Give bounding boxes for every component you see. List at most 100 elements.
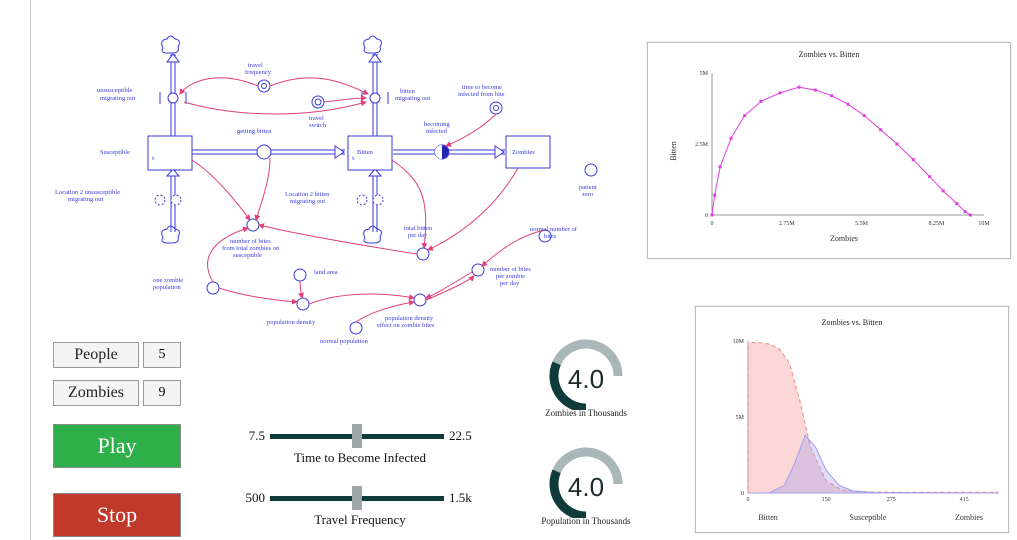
svg-text:migrating out: migrating out bbox=[290, 198, 325, 205]
category-label-susceptible: Susceptible bbox=[850, 513, 887, 522]
svg-text:land area: land area bbox=[314, 269, 338, 276]
people-label: People bbox=[53, 342, 139, 368]
svg-text:number of bites: number of bites bbox=[490, 266, 531, 273]
gauge-caption: Population in Thousands bbox=[541, 516, 631, 526]
svg-text:becoming: becoming bbox=[424, 121, 450, 128]
susceptible-stock bbox=[147, 135, 193, 171]
svg-text:travel: travel bbox=[248, 62, 263, 69]
x-tick-label: 8.25M bbox=[928, 221, 945, 227]
data-point bbox=[743, 114, 747, 118]
svg-text:population density: population density bbox=[267, 319, 316, 326]
slider-thumb[interactable] bbox=[352, 424, 362, 448]
data-point bbox=[710, 213, 714, 217]
svg-text:per day: per day bbox=[500, 280, 520, 287]
x-tick-label: 10M bbox=[978, 221, 990, 227]
svg-text:time to become: time to become bbox=[462, 84, 502, 91]
svg-text:getting bitten: getting bitten bbox=[237, 128, 272, 135]
label-zombies: Zombies bbox=[512, 149, 535, 156]
y-tick-label: 0 bbox=[705, 213, 708, 219]
data-point bbox=[895, 142, 899, 146]
gauge-fill bbox=[549, 361, 587, 413]
chart-title: Zombies vs. Bitten bbox=[799, 50, 860, 59]
gauge-track bbox=[552, 339, 623, 377]
svg-text:Location 2 bitten: Location 2 bitten bbox=[285, 191, 330, 198]
x-tick-label: 415 bbox=[960, 497, 969, 503]
gauge-caption: Zombies in Thousands bbox=[545, 408, 627, 418]
data-point bbox=[928, 175, 932, 179]
data-point bbox=[797, 85, 801, 89]
zombies-value: 9 bbox=[143, 380, 181, 406]
data-point bbox=[955, 202, 959, 206]
left-divider bbox=[30, 0, 31, 540]
svg-text:normal population: normal population bbox=[320, 338, 369, 345]
data-point bbox=[713, 193, 717, 197]
category-label-zombies: Zombies bbox=[955, 513, 983, 522]
slider-title: Time to Become Infected bbox=[293, 450, 426, 465]
zombies-label: Zombies bbox=[53, 380, 139, 406]
svg-text:bites: bites bbox=[544, 233, 557, 240]
y-tick-label: 10M bbox=[733, 339, 745, 345]
stock-flow-diagram: 0 0 Susceptible Bitten Zombies unsuscept… bbox=[55, 35, 598, 345]
svg-text:per day: per day bbox=[408, 232, 428, 239]
chart-title: Zombies vs. Bitten bbox=[822, 318, 883, 327]
slider-max: 22.5 bbox=[449, 428, 472, 443]
cloud-icon bbox=[363, 35, 382, 54]
label-susceptible: Susceptible bbox=[100, 149, 130, 156]
y-tick-label: 5M bbox=[700, 71, 709, 77]
x-tick-label: 0 bbox=[711, 221, 714, 227]
data-point bbox=[778, 91, 782, 95]
data-point bbox=[968, 213, 972, 217]
svg-text:from total zombies on: from total zombies on bbox=[222, 245, 280, 252]
data-point bbox=[718, 165, 722, 169]
slider-min: 7.5 bbox=[248, 428, 265, 443]
slider-title: Travel Frequency bbox=[314, 512, 406, 527]
data-point bbox=[729, 136, 733, 140]
data-point bbox=[963, 210, 967, 214]
x-tick-label: 0 bbox=[747, 497, 750, 503]
svg-text:patient: patient bbox=[579, 184, 597, 191]
svg-text:zero: zero bbox=[582, 191, 593, 198]
svg-text:migrating out: migrating out bbox=[100, 95, 135, 102]
gauge-fill bbox=[549, 469, 587, 521]
travel-frequency-slider[interactable]: 500 1.5k Travel Frequency bbox=[235, 486, 485, 527]
svg-text:0: 0 bbox=[152, 157, 155, 162]
svg-text:infected: infected bbox=[426, 128, 448, 135]
data-point bbox=[846, 102, 850, 106]
cloud-icon bbox=[161, 35, 180, 54]
slider-min: 500 bbox=[245, 490, 266, 505]
play-button[interactable]: Play bbox=[53, 424, 181, 468]
gauge-track bbox=[552, 447, 623, 485]
svg-text:per zombie: per zombie bbox=[496, 273, 525, 280]
people-stat: People 5 bbox=[53, 342, 181, 368]
people-value: 5 bbox=[143, 342, 181, 368]
bitten-stock bbox=[347, 135, 393, 171]
gauge-value: 4.0 bbox=[568, 364, 604, 394]
svg-text:frequency: frequency bbox=[245, 69, 272, 76]
label-bitten: Bitten bbox=[357, 149, 374, 156]
y-tick-label: 0 bbox=[741, 491, 744, 497]
svg-text:normal number of: normal number of bbox=[530, 226, 578, 233]
time-to-become-infected-slider[interactable]: 7.5 22.5 Time to Become Infected bbox=[235, 424, 485, 465]
data-point bbox=[830, 94, 834, 98]
y-tick-label: 2.5M bbox=[695, 142, 709, 148]
svg-text:unsusceptible: unsusceptible bbox=[97, 87, 132, 94]
data-point bbox=[862, 114, 866, 118]
data-point bbox=[813, 88, 817, 92]
slider-thumb[interactable] bbox=[352, 486, 362, 510]
x-tick-label: 150 bbox=[822, 497, 831, 503]
zombies-stat: Zombies 9 bbox=[53, 380, 181, 406]
area-chart: Zombies vs. Bitten 0 150 275 415 0 5M 10M Bitt… bbox=[733, 318, 999, 522]
data-point bbox=[879, 128, 883, 132]
zombies-stock bbox=[505, 135, 551, 169]
x-tick-label: 275 bbox=[887, 497, 896, 503]
svg-text:infected from bite: infected from bite bbox=[458, 91, 505, 98]
svg-text:bitten: bitten bbox=[400, 88, 416, 95]
x-tick-label: 5.5M bbox=[855, 221, 869, 227]
population-gauge: 4.0 Population in Thousands bbox=[526, 442, 646, 532]
x-tick-label: 2.75M bbox=[779, 221, 796, 227]
svg-text:migrating out: migrating out bbox=[68, 196, 103, 203]
category-label-bitten: Bitten bbox=[758, 513, 778, 522]
slider-max: 1.5k bbox=[449, 490, 472, 505]
stop-button[interactable]: Stop bbox=[53, 493, 181, 537]
svg-text:population density: population density bbox=[385, 315, 434, 322]
